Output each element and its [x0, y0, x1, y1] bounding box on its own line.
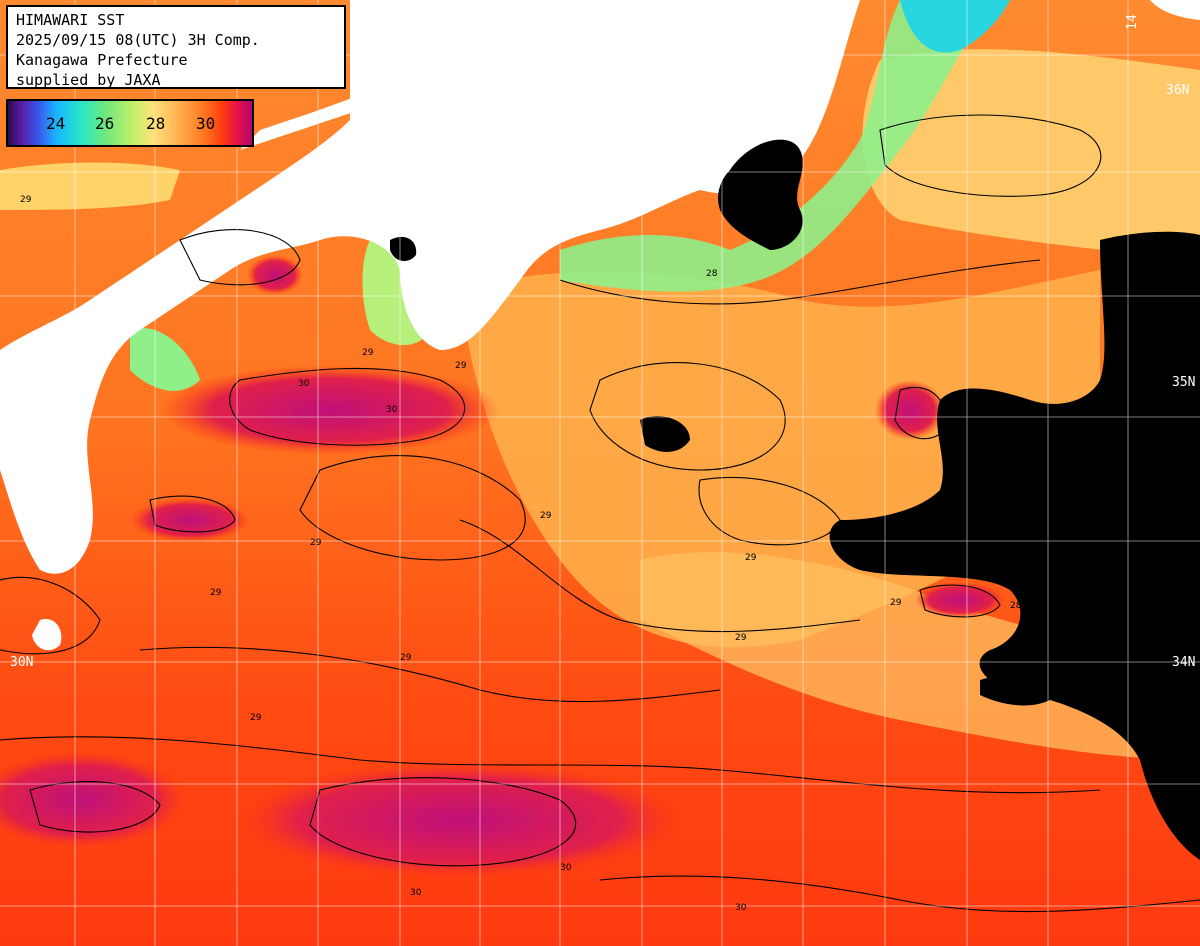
contour-label: 29 — [735, 633, 747, 643]
hot-water-region — [0, 750, 190, 850]
hot-water-region — [160, 365, 500, 455]
contour-value-labels: 29 29 30 29 30 28 29 29 29 28 29 29 30 2… — [20, 195, 1022, 913]
contour-label: 28 — [706, 269, 718, 279]
legend-tick: 26 — [95, 114, 115, 133]
contour-label: 30 — [410, 888, 422, 898]
prefecture-label: Kanagawa Prefecture — [16, 51, 188, 69]
cold-coastal-water — [560, 0, 1000, 292]
color-scale-legend: 24 26 28 30 — [6, 99, 254, 147]
product-title: HIMAWARI SST — [16, 11, 125, 29]
contour-label: 30 — [560, 863, 572, 873]
land-island — [32, 619, 62, 651]
land-island — [10, 387, 46, 441]
hot-water-region — [875, 380, 945, 440]
lat-label-36n: 36N — [1166, 83, 1189, 98]
contour-label: 29 — [745, 553, 757, 563]
hot-water-region — [915, 582, 1005, 618]
timestamp: 2025/09/15 08(UTC) 3H Comp. — [16, 31, 260, 49]
info-header-box: HIMAWARI SST 2025/09/15 08(UTC) 3H Comp.… — [6, 5, 346, 89]
contour-label: 29 — [400, 653, 412, 663]
lat-label-34n: 34N — [1172, 655, 1195, 670]
hot-water-region — [130, 498, 250, 542]
contour-label: 30 — [735, 903, 747, 913]
contour-label: 29 — [455, 361, 467, 371]
cloud-mask — [718, 139, 803, 250]
contour-lines — [0, 114, 1200, 913]
land-honshu-west — [0, 0, 860, 574]
lon-label-top: 14 — [1125, 14, 1140, 30]
cloud-mask — [829, 231, 1200, 861]
legend-tick: 28 — [146, 114, 166, 133]
cool-water-region — [862, 49, 1200, 261]
hot-water-region — [230, 760, 690, 880]
contour-label: 30 — [298, 379, 310, 389]
cloud-mask — [390, 236, 417, 262]
contour-label: 30 — [386, 405, 398, 415]
cold-coastal-water — [0, 162, 180, 210]
land-island — [1150, 0, 1200, 20]
contour-label: 29 — [540, 511, 552, 521]
hot-water-region — [247, 255, 303, 295]
contour-label: 29 — [890, 598, 902, 608]
supplier-label: supplied by JAXA — [16, 71, 161, 89]
lat-label-35n: 35N — [1172, 375, 1195, 390]
contour-label: 29 — [362, 348, 374, 358]
lat-label-30n: 30N — [10, 655, 33, 670]
contour-label: 28 — [1010, 601, 1022, 611]
land-island — [479, 156, 497, 190]
contour-label: 29 — [210, 588, 222, 598]
land-shikoku — [240, 0, 600, 150]
contour-label: 29 — [20, 195, 32, 205]
contour-label: 29 — [250, 713, 262, 723]
cold-coastal-water — [130, 328, 200, 391]
cloud-mask — [640, 416, 690, 452]
cold-coastal-water — [900, 0, 1010, 53]
cool-water-region — [640, 552, 1200, 760]
cloud-mask — [980, 676, 1050, 706]
legend-tick: 24 — [46, 114, 66, 133]
contour-label: 29 — [310, 538, 322, 548]
legend-tick: 30 — [196, 114, 216, 133]
